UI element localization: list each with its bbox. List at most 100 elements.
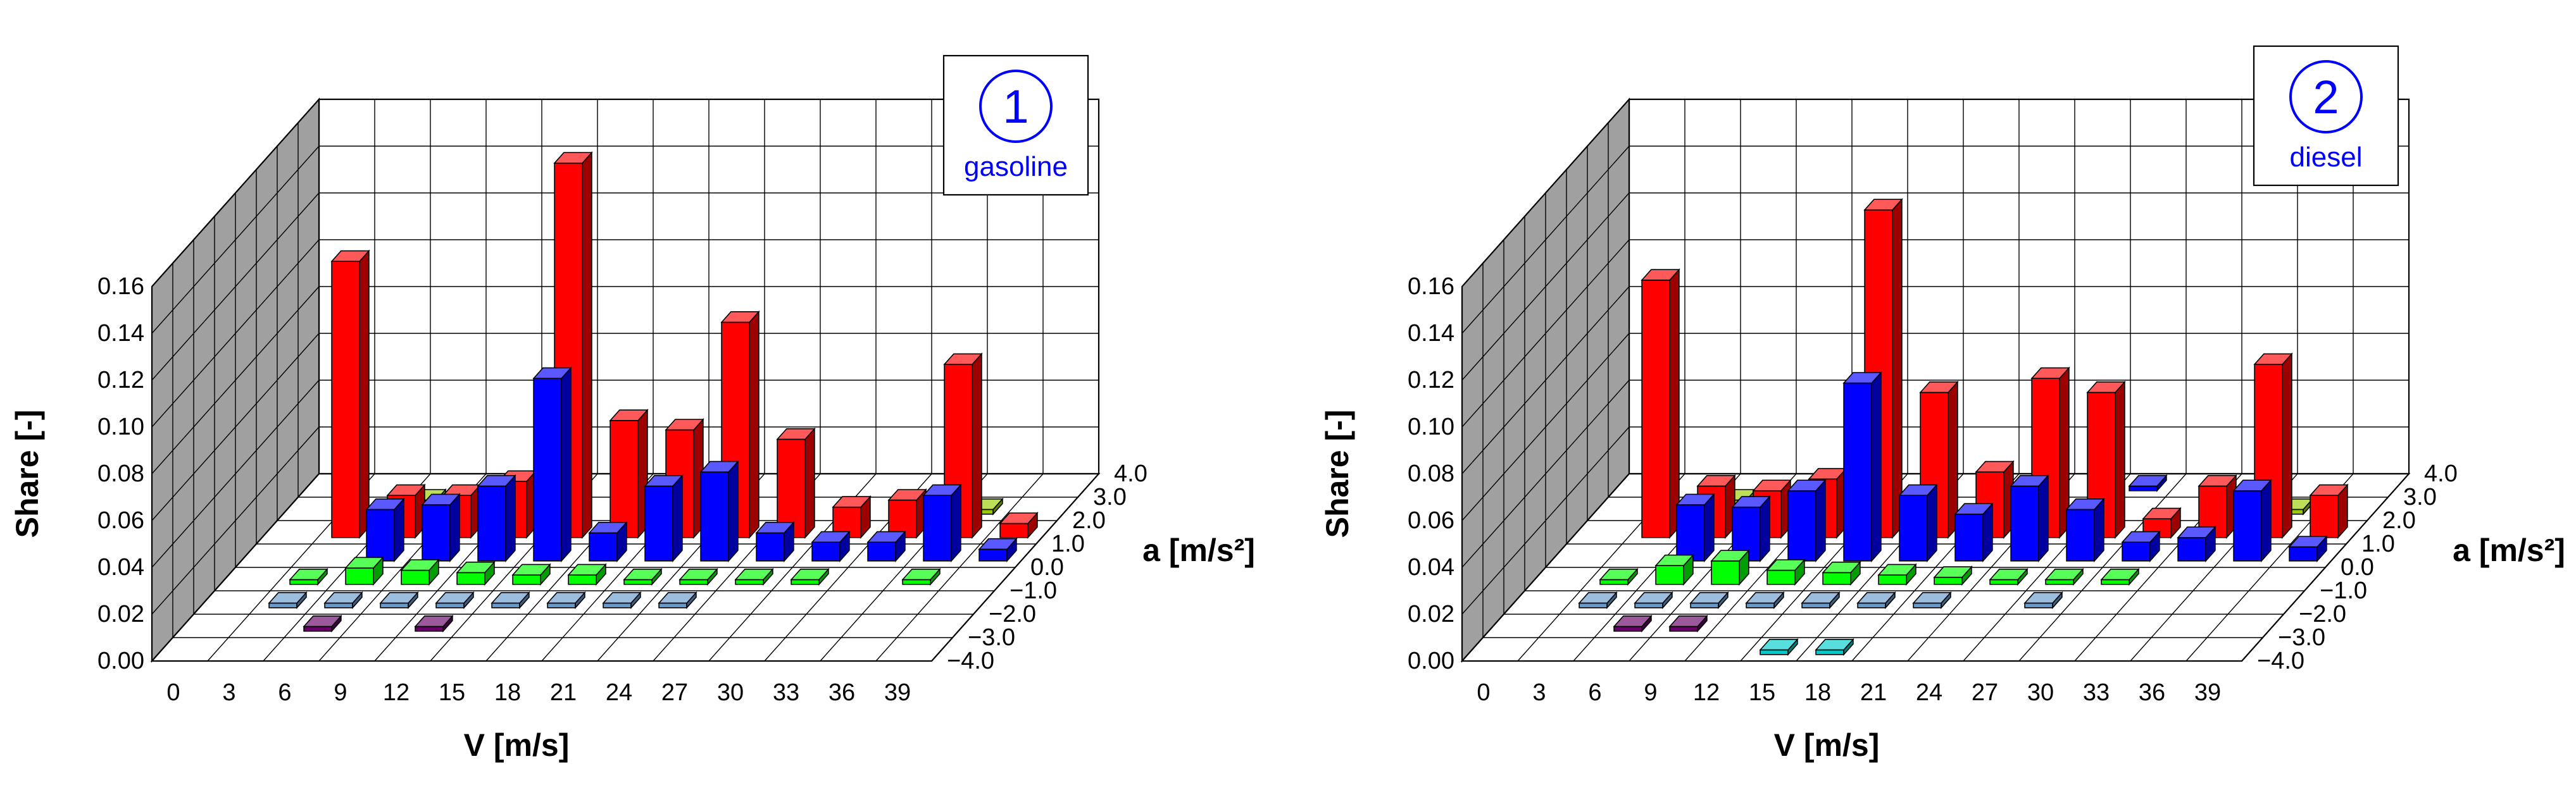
bar-front bbox=[2066, 509, 2095, 562]
bar-top bbox=[866, 531, 906, 543]
a-tick-label: 1.0 bbox=[2361, 531, 2395, 557]
bar-top bbox=[1898, 484, 1938, 497]
bar bbox=[2044, 567, 2084, 586]
bar-front bbox=[512, 574, 541, 585]
bar bbox=[734, 567, 774, 586]
bar-top bbox=[776, 428, 816, 440]
bar-top bbox=[1675, 493, 1715, 505]
x-tick-label: 18 bbox=[1804, 679, 1831, 706]
y-tick-label: 0.04 bbox=[1408, 554, 1454, 581]
bar bbox=[1766, 558, 1806, 586]
bar bbox=[1842, 371, 1882, 562]
bar-front bbox=[589, 532, 618, 562]
bar-front bbox=[533, 378, 562, 562]
bar-front bbox=[1801, 602, 1830, 609]
x-tick-label: 15 bbox=[1749, 679, 1775, 706]
y-tick-label: 0.00 bbox=[1408, 648, 1454, 674]
bar-front bbox=[324, 602, 353, 609]
bar-front bbox=[2024, 602, 2053, 609]
bar-top bbox=[588, 521, 628, 534]
bar-top bbox=[1912, 591, 1952, 604]
bar-top bbox=[1989, 568, 2029, 581]
bar-front bbox=[1934, 576, 1963, 585]
bar-top bbox=[1731, 496, 1771, 508]
x-tick-label: 36 bbox=[828, 679, 855, 706]
bar-front bbox=[603, 602, 632, 609]
badge-box bbox=[942, 54, 1089, 196]
bar bbox=[755, 521, 795, 562]
bar bbox=[790, 567, 830, 586]
bar-top bbox=[832, 496, 872, 508]
bar-top bbox=[567, 564, 607, 576]
x-tick-label: 36 bbox=[2139, 679, 2165, 706]
y-tick-label: 0.16 bbox=[97, 273, 144, 300]
bar-front bbox=[1822, 572, 1851, 585]
x-tick-label: 27 bbox=[661, 679, 688, 706]
bar-front bbox=[380, 602, 409, 609]
y-tick-label: 0.04 bbox=[97, 554, 144, 581]
bar-front bbox=[1634, 602, 1663, 609]
a-tick-label: 3.0 bbox=[1093, 484, 1127, 510]
bar-top bbox=[532, 367, 572, 380]
a-tick-label: −2.0 bbox=[2299, 601, 2346, 627]
bar-top bbox=[1877, 564, 1917, 576]
a-tick-label: −4.0 bbox=[2257, 648, 2304, 674]
y-tick-label: 0.16 bbox=[1408, 273, 1454, 300]
bar bbox=[546, 591, 586, 609]
bar bbox=[609, 409, 649, 539]
x-tick-label: 39 bbox=[884, 679, 911, 706]
bar-side bbox=[1927, 483, 1937, 562]
bar-top bbox=[2253, 353, 2293, 365]
bar-front bbox=[867, 541, 896, 562]
bar-side bbox=[672, 474, 683, 562]
bar-top bbox=[2100, 568, 2140, 581]
bar-front bbox=[1815, 649, 1844, 655]
bar bbox=[623, 567, 663, 586]
bar-top bbox=[609, 409, 649, 421]
bar-top bbox=[644, 474, 684, 487]
bar-side bbox=[972, 352, 982, 539]
bar-front bbox=[1766, 569, 1796, 585]
bar-top bbox=[1801, 591, 1841, 604]
bar-front bbox=[2101, 579, 2130, 585]
bar bbox=[2232, 479, 2272, 562]
bar bbox=[1641, 268, 1680, 539]
x-tick-label: 15 bbox=[439, 679, 465, 706]
bar bbox=[330, 249, 370, 539]
bar-front bbox=[331, 261, 360, 538]
bar-top bbox=[477, 474, 516, 487]
bar-front bbox=[268, 602, 297, 609]
bar-side bbox=[728, 460, 739, 562]
bar bbox=[699, 460, 739, 562]
bar bbox=[511, 563, 551, 586]
bar bbox=[1578, 591, 1618, 609]
bar-top bbox=[303, 615, 342, 627]
bar bbox=[832, 495, 872, 539]
bar-top bbox=[1654, 554, 1694, 567]
bar-top bbox=[1822, 561, 1861, 574]
bar-front bbox=[477, 485, 506, 562]
bar-front bbox=[1878, 574, 1907, 585]
bar bbox=[2100, 567, 2140, 586]
bar-side bbox=[1669, 268, 1680, 539]
badge-box bbox=[2253, 45, 2399, 187]
y-tick-label: 0.02 bbox=[1408, 601, 1454, 627]
bar bbox=[1898, 483, 1938, 562]
bar-top bbox=[1696, 474, 1736, 487]
chart-1: 0.000.020.040.060.080.100.120.140.160 3 6 9… bbox=[9, 54, 1255, 763]
x-tick-label: 9 bbox=[334, 679, 347, 706]
bar-front bbox=[1599, 579, 1629, 585]
bar-top bbox=[2288, 536, 2328, 548]
bar-front bbox=[979, 548, 1008, 562]
bar-front bbox=[303, 626, 332, 632]
bar-top bbox=[1975, 460, 2015, 473]
bar-front bbox=[1760, 649, 1789, 655]
bar bbox=[602, 591, 642, 609]
x-tick-label: 12 bbox=[1693, 679, 1720, 706]
badge-circle bbox=[979, 70, 1053, 143]
bar-front bbox=[456, 572, 485, 585]
x-tick-label: 18 bbox=[494, 679, 521, 706]
bar-top bbox=[720, 311, 760, 323]
x-tick-label: 12 bbox=[383, 679, 410, 706]
bar bbox=[289, 567, 328, 586]
